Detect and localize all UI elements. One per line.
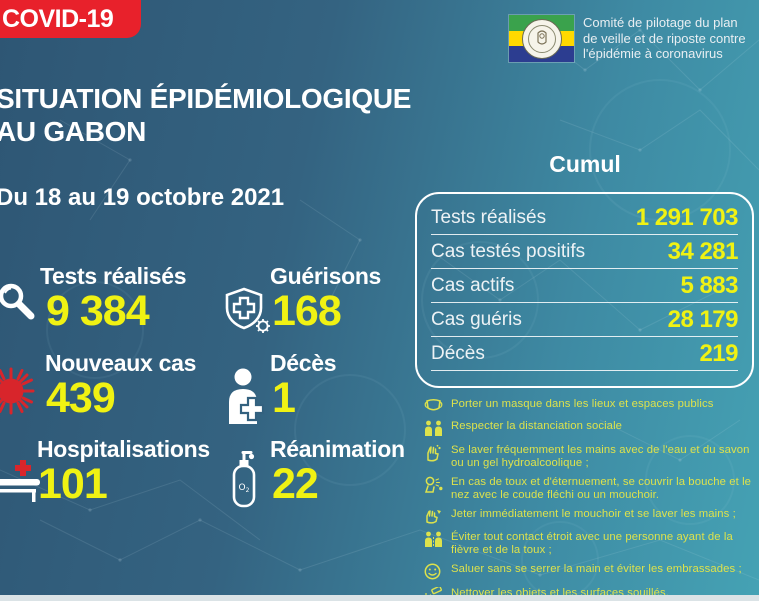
stat-recoveries-label: Guérisons (270, 263, 382, 289)
bottom-edge-strip (0, 595, 759, 601)
stat-tests-value: 9 384 (46, 287, 150, 335)
virus-icon (0, 367, 35, 415)
list-item: Jeter immédiatement le mouchoir et se la… (424, 508, 758, 524)
row-value: 219 (699, 339, 738, 367)
search-icon (0, 283, 35, 320)
stat-reanimation-label: Réanimation (270, 436, 405, 462)
mask-icon (424, 398, 451, 413)
cumulative-title: Cumul (549, 151, 621, 177)
list-item: Respecter la distanciation sociale (424, 420, 758, 437)
guideline-text: En cas de toux et d'éternuement, se couv… (451, 476, 752, 501)
stat-tests-label: Tests réalisés (40, 263, 187, 289)
page-title-line1: SITUATION ÉPIDÉMIOLOGIQUE (0, 83, 412, 114)
table-row: Tests réalisés 1 291 703 (431, 201, 739, 235)
guideline-text: Éviter tout contact étroit avec une pers… (451, 531, 733, 556)
org-name: Comité de pilotage du plan de veille et … (583, 15, 759, 62)
list-item: Éviter tout contact étroit avec une pers… (424, 531, 758, 556)
guideline-text: Se laver fréquemment les mains avec de l… (451, 444, 750, 469)
list-item: En cas de toux et d'éternuement, se couv… (424, 476, 758, 501)
reporting-period: Du 18 au 19 octobre 2021 (0, 184, 285, 211)
row-label: Cas guéris (431, 308, 522, 330)
covid19-badge-label: COVID-19 (2, 4, 114, 33)
stat-deaths-label: Décès (270, 350, 337, 376)
table-row: Cas testés positifs 34 281 (431, 235, 739, 269)
covid19-badge: COVID-19 (0, 0, 141, 38)
cumulative-table: Tests réalisés 1 291 703 Cas testés posi… (415, 192, 754, 388)
table-row: Cas guéris 28 179 (431, 303, 739, 337)
greeting-face-icon (424, 563, 451, 580)
row-label: Cas testés positifs (431, 240, 586, 262)
list-item: Se laver fréquemment les mains avec de l… (424, 444, 758, 469)
stat-newcases-label: Nouveaux cas (45, 350, 197, 376)
stat-newcases-value: 439 (46, 374, 116, 422)
guideline-text: Jeter immédiatement le mouchoir et se la… (451, 508, 736, 520)
row-value: 34 281 (667, 237, 739, 265)
stat-recoveries-value: 168 (272, 287, 342, 335)
page-title: SITUATION ÉPIDÉMIOLOGIQUE AU GABON (0, 82, 411, 148)
row-label: Décès (431, 342, 485, 364)
stat-reanimation-value: 22 (272, 460, 319, 508)
guideline-text: Respecter la distanciation sociale (451, 420, 623, 432)
row-label: Cas actifs (431, 274, 515, 296)
cough-elbow-icon (424, 476, 451, 494)
stat-deaths-value: 1 (272, 374, 296, 422)
row-value: 1 291 703 (635, 203, 739, 231)
guideline-text: Porter un masque dans les lieux et espac… (451, 398, 714, 410)
deceased-person-icon (229, 368, 265, 424)
list-item: Porter un masque dans les lieux et espac… (424, 398, 758, 413)
svg-text:O2: O2 (239, 483, 250, 494)
guideline-text: Saluer sans se serrer la main et éviter … (451, 563, 742, 575)
list-item: Saluer sans se serrer la main et éviter … (424, 563, 758, 580)
avoid-contact-icon (424, 531, 451, 548)
row-value: 5 883 (680, 271, 738, 299)
org-name-line1: Comité de pilotage du plan (583, 15, 738, 30)
stat-hospitalisations-label: Hospitalisations (37, 436, 210, 462)
gabon-flag-icon (509, 15, 574, 62)
stat-hospitalisations-value: 101 (38, 460, 108, 508)
hand-wash-icon (424, 444, 451, 462)
guidelines-list: Porter un masque dans les lieux et espac… (424, 398, 758, 601)
org-header: Comité de pilotage du plan de veille et … (509, 15, 759, 62)
hospital-bed-icon (0, 460, 40, 502)
throw-tissue-icon (424, 508, 451, 524)
row-value: 28 179 (667, 305, 739, 333)
row-label: Tests réalisés (431, 206, 547, 228)
oxygen-tank-icon: O2 (232, 451, 256, 508)
page-title-line2: AU GABON (0, 116, 147, 147)
org-name-line3: l'épidémie à coronavirus (583, 46, 723, 61)
table-row: Décès 219 (431, 337, 738, 371)
org-name-line2: de veille et de riposte contre (583, 30, 746, 46)
social-distance-icon (424, 420, 451, 437)
table-row: Cas actifs 5 883 (431, 269, 738, 303)
shield-cross-icon (225, 287, 270, 333)
gabon-seal-icon (521, 18, 562, 59)
